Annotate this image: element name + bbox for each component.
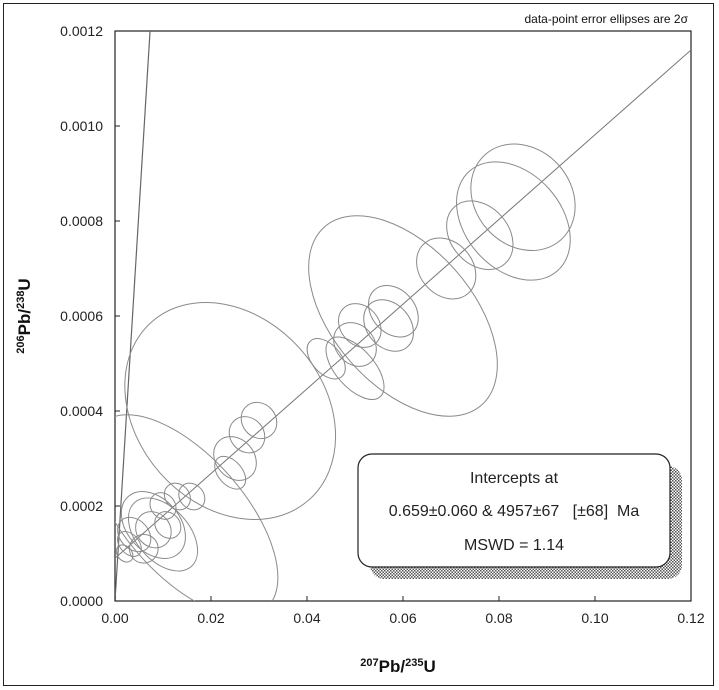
x-tick-label: 0.06 [389,610,416,626]
y-tick-label: 0.0008 [60,213,103,229]
error-ellipse-12 [325,336,385,400]
error-ellipse-20 [149,492,177,520]
mswd-value: MSWD = 1.14 [464,537,564,554]
error-ellipse-24 [117,516,152,553]
error-ellipse-5 [470,143,576,251]
x-tick-label: 0.08 [485,610,512,626]
y-tick-label: 0.0004 [60,403,103,419]
y-tick-label: 0.0012 [60,23,103,39]
intercepts-box-panel [357,453,671,568]
x-tick-label: 0.12 [677,610,704,626]
x-tick-label: 0.00 [101,610,128,626]
regression-line [115,49,691,559]
chart-frame [3,3,714,686]
error-ellipse-28 [128,533,159,564]
x-tick-label: 0.02 [197,610,224,626]
error-ellipse-3 [308,215,498,417]
error-ellipse-26 [115,544,134,563]
error-ellipse-4 [456,161,571,281]
error-ellipse-25 [117,531,142,557]
error-ellipse-22 [127,497,199,572]
error-ellipse-7 [416,237,477,300]
error-ellipse-17 [214,455,247,490]
y-tick-label: 0.0002 [60,498,103,514]
intercepts-title: Intercepts at [470,470,559,487]
error-ellipse-15 [228,416,266,454]
error-ellipse-13 [306,338,346,380]
error-ellipse-note: data-point error ellipses are 2σ [525,12,689,26]
error-ellipse-23 [135,511,172,549]
y-tick-label: 0.0010 [60,118,103,134]
error-ellipse-16 [213,436,257,481]
error-ellipse-18 [178,482,206,511]
error-ellipse-2 [124,302,337,520]
x-tick-label: 0.10 [581,610,608,626]
intercepts-box: Intercepts at 0.659±0.060 & 4957±67 [±68… [357,453,682,579]
error-ellipse-27 [154,511,182,539]
y-tick-label: 0.0000 [60,593,103,609]
intercepts-values: 0.659±0.060 & 4957±67 [±68] Ma [389,503,640,520]
error-ellipse-11 [333,322,377,367]
error-ellipse-8 [368,285,419,338]
error-ellipse-14 [240,401,278,440]
x-axis-label: 207Pb/235U [360,657,435,676]
concordia-curve [115,31,151,601]
error-ellipse-1 [115,414,279,601]
error-ellipse-6 [446,200,514,271]
y-axis-label: 206Pb/238U [15,278,34,353]
x-tick-label: 0.04 [293,610,320,626]
error-ellipse-9 [363,299,414,352]
y-tick-label: 0.0006 [60,308,103,324]
